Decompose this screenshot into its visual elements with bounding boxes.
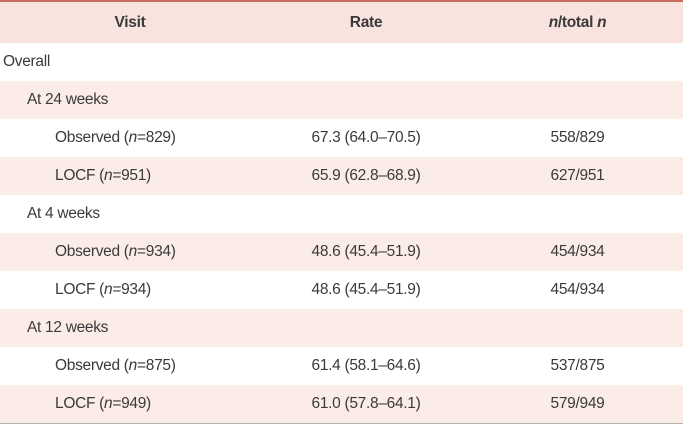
header-cell: Rate xyxy=(260,1,472,43)
rate-cell xyxy=(260,43,472,81)
visit-text: =875) xyxy=(137,357,176,374)
count-cell xyxy=(472,43,683,81)
header-cell: Visit xyxy=(0,1,260,43)
count-cell: 579/949 xyxy=(472,385,683,424)
visit-text: n xyxy=(104,395,113,412)
rate-cell: 67.3 (64.0–70.5) xyxy=(260,119,472,157)
visit-cell: Observed (n=934) xyxy=(0,233,260,271)
visit-text: n xyxy=(128,243,138,260)
table-row: Overall xyxy=(0,43,683,81)
count-text: 579/949 xyxy=(550,395,605,412)
table-row: At 4 weeks xyxy=(0,195,683,233)
rate-cell: 61.0 (57.8–64.1) xyxy=(260,385,472,424)
table-row: LOCF (n=934) 48.6 (45.4–51.9) 454/934 xyxy=(0,271,683,309)
visit-text: LOCF ( xyxy=(55,395,105,412)
table-row: Observed (n=875) 61.4 (58.1–64.6) 537/875 xyxy=(0,347,683,385)
count-text: 627/951 xyxy=(550,167,605,184)
visit-cell: LOCF (n=951) xyxy=(0,157,260,195)
rate-cell: 48.6 (45.4–51.9) xyxy=(260,271,472,309)
count-cell: 454/934 xyxy=(472,271,683,309)
count-cell: 627/951 xyxy=(472,157,683,195)
count-cell: 454/934 xyxy=(472,233,683,271)
visit-text: Observed ( xyxy=(55,357,129,374)
header-text: /total xyxy=(557,13,598,31)
table-row: At 24 weeks xyxy=(0,81,683,119)
header-cell: n/total n xyxy=(472,1,683,43)
count-text: 537/875 xyxy=(550,357,605,374)
visit-text: At 24 weeks xyxy=(27,91,109,108)
rate-cell: 61.4 (58.1–64.6) xyxy=(260,347,472,385)
visit-text: Observed ( xyxy=(55,129,129,146)
table-row: At 12 weeks xyxy=(0,309,683,347)
count-cell: 558/829 xyxy=(472,119,683,157)
visit-text: =951) xyxy=(112,167,151,184)
rate-text: 61.4 (58.1–64.6) xyxy=(311,357,421,374)
visit-text: =949) xyxy=(112,395,151,412)
visit-cell: Observed (n=875) xyxy=(0,347,260,385)
rate-text: 65.9 (62.8–68.9) xyxy=(311,167,421,184)
visit-cell: At 4 weeks xyxy=(0,195,260,233)
rate-cell xyxy=(260,195,472,233)
rate-cell: 65.9 (62.8–68.9) xyxy=(260,157,472,195)
header-text: Visit xyxy=(114,13,146,31)
rate-cell xyxy=(260,81,472,119)
table-body: Overall At 24 weeks Observed (n=829) 67.3 (… xyxy=(0,43,683,424)
table-header: Visit Rate n/total n xyxy=(0,1,683,43)
count-text: 558/829 xyxy=(550,129,605,146)
rate-text: 48.6 (45.4–51.9) xyxy=(311,281,421,298)
visit-text: =829) xyxy=(137,129,176,146)
visit-cell: LOCF (n=934) xyxy=(0,271,260,309)
table-row: LOCF (n=951) 65.9 (62.8–68.9) 627/951 xyxy=(0,157,683,195)
visit-text: LOCF ( xyxy=(55,281,105,298)
visit-cell: Overall xyxy=(0,43,260,81)
count-cell xyxy=(472,195,683,233)
visit-text: n xyxy=(104,281,113,298)
rate-cell: 48.6 (45.4–51.9) xyxy=(260,233,472,271)
header-text: n xyxy=(597,13,607,31)
rate-cell xyxy=(260,309,472,347)
visit-text: n xyxy=(128,357,138,374)
rate-text: 48.6 (45.4–51.9) xyxy=(311,243,421,260)
count-text: 454/934 xyxy=(550,243,605,260)
visit-text: Observed ( xyxy=(55,243,129,260)
visit-cell: At 24 weeks xyxy=(0,81,260,119)
header-text: n xyxy=(548,13,558,31)
visit-text: Overall xyxy=(3,53,50,70)
count-cell: 537/875 xyxy=(472,347,683,385)
count-cell xyxy=(472,309,683,347)
visit-cell: Observed (n=829) xyxy=(0,119,260,157)
visit-text: n xyxy=(104,167,113,184)
header-row: Visit Rate n/total n xyxy=(0,1,683,43)
visit-text: At 4 weeks xyxy=(27,205,100,222)
count-cell xyxy=(472,81,683,119)
header-text: Rate xyxy=(349,13,383,31)
visit-text: At 12 weeks xyxy=(27,319,109,336)
count-text: 454/934 xyxy=(550,281,605,298)
visit-text: LOCF ( xyxy=(55,167,105,184)
rate-text: 67.3 (64.0–70.5) xyxy=(311,129,421,146)
visit-text: n xyxy=(128,129,138,146)
visit-cell: At 12 weeks xyxy=(0,309,260,347)
visit-text: =934) xyxy=(137,243,176,260)
table-row: Observed (n=934) 48.6 (45.4–51.9) 454/934 xyxy=(0,233,683,271)
visit-text: =934) xyxy=(112,281,151,298)
table-row: Observed (n=829) 67.3 (64.0–70.5) 558/829 xyxy=(0,119,683,157)
rate-text: 61.0 (57.8–64.1) xyxy=(311,395,421,412)
visit-cell: LOCF (n=949) xyxy=(0,385,260,424)
table-row: LOCF (n=949) 61.0 (57.8–64.1) 579/949 xyxy=(0,385,683,424)
